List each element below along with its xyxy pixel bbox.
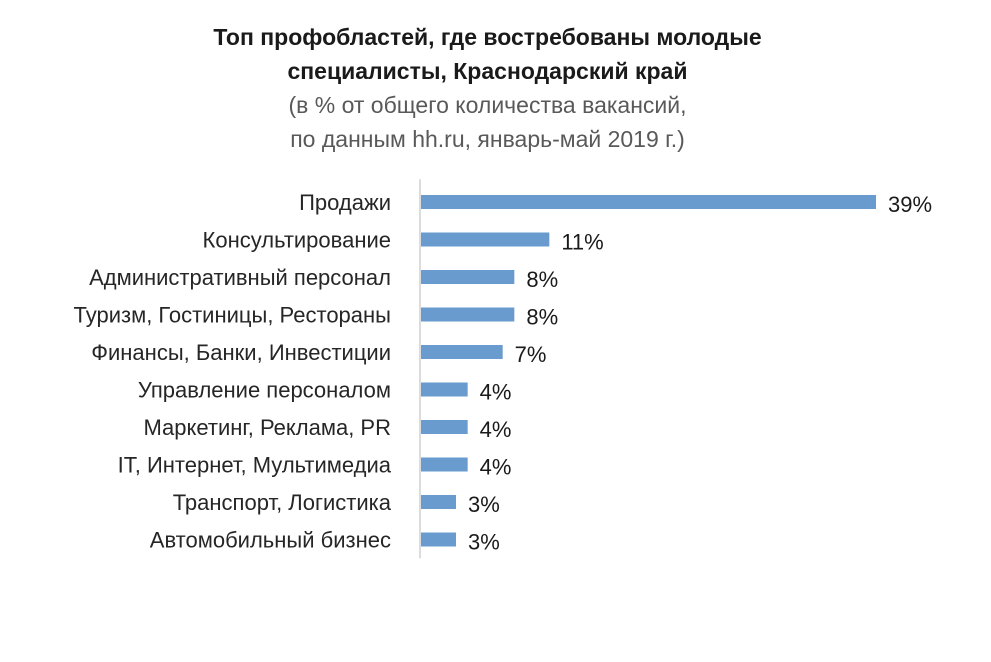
bar (421, 457, 468, 472)
value-label: 4% (480, 380, 512, 405)
chart-title-block: Топ профобластей, где востребованы молод… (0, 20, 975, 156)
chart-subtitle-line-1: (в % от общего количества вакансий, (288, 92, 687, 118)
category-label: Административный персонал (89, 265, 391, 290)
value-label: 3% (468, 530, 500, 555)
category-label: Консультирование (203, 228, 391, 253)
category-label: Транспорт, Логистика (173, 490, 392, 515)
value-label: 4% (480, 417, 512, 442)
chart-subtitle-line-2: по данным hh.ru, январь-май 2019 г.) (290, 126, 685, 152)
chart-title-line-1: Топ профобластей, где востребованы молод… (213, 24, 762, 50)
bar (421, 495, 456, 509)
category-label: Автомобильный бизнес (150, 528, 391, 553)
value-label: 11% (561, 230, 603, 255)
value-label: 8% (526, 267, 558, 292)
category-label: Маркетинг, Реклама, PR (143, 415, 391, 440)
category-label: IT, Интернет, Мультимедиа (118, 453, 392, 478)
bar (421, 345, 503, 359)
category-label: Продажи (299, 190, 391, 215)
category-label: Туризм, Гостиницы, Рестораны (74, 303, 391, 328)
bar (421, 382, 468, 397)
bar (421, 532, 456, 547)
bar (421, 232, 550, 247)
value-label: 7% (515, 342, 547, 367)
bar (421, 195, 876, 209)
bar (421, 270, 515, 284)
bar (421, 420, 468, 434)
category-label: Финансы, Банки, Инвестиции (91, 340, 391, 365)
value-label: 8% (526, 305, 558, 330)
value-label: 4% (480, 455, 512, 480)
value-label: 39% (888, 192, 932, 217)
value-label: 3% (468, 492, 500, 517)
category-label: Управление персоналом (138, 378, 391, 403)
chart-title-line-2: специалисты, Краснодарский край (287, 58, 688, 84)
bar (421, 307, 515, 322)
